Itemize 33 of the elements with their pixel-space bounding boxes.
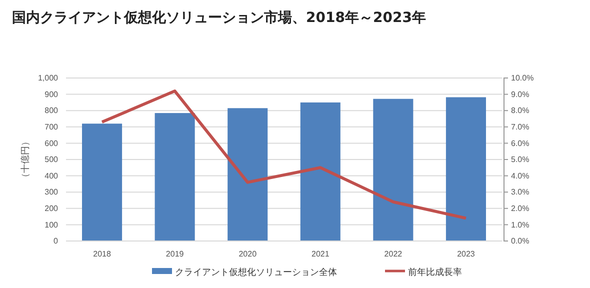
chart-title: 国内クライアント仮想化ソリューション市場、2018年～2023年 — [12, 9, 426, 26]
y-tick-label: 400 — [44, 171, 59, 180]
x-tick-label: 2022 — [384, 250, 403, 259]
y2-tick-label: 7.0% — [511, 122, 530, 132]
y2-tick-label: 5.0% — [511, 155, 530, 164]
y-tick-label: 0 — [54, 236, 59, 246]
x-tick-label: 2019 — [166, 250, 184, 259]
y2-tick-label: 2.0% — [511, 204, 530, 213]
y-tick-label: 500 — [44, 155, 59, 164]
y-tick-label: 700 — [44, 122, 59, 132]
x-tick-label: 2023 — [457, 250, 476, 259]
legend-label: 前年比成長率 — [408, 267, 462, 278]
y2-tick-label: 6.0% — [511, 138, 530, 148]
y2-tick-label: 10.0% — [511, 74, 534, 83]
x-tick-label: 2021 — [311, 250, 330, 259]
y-tick-label: 600 — [44, 138, 59, 148]
x-tick-label: 2020 — [238, 250, 258, 259]
y2-tick-label: 0.0% — [511, 236, 530, 246]
y-tick-label: 1,000 — [38, 74, 59, 83]
y2-tick-label: 9.0% — [511, 90, 530, 99]
legend-label: クライアント仮想化ソリューション全体 — [175, 267, 337, 278]
y-tick-label: 300 — [44, 188, 59, 197]
y2-tick-label: 4.0% — [511, 171, 530, 180]
line-series — [100, 90, 468, 220]
y-axis-title: （十億円） — [20, 137, 31, 182]
x-tick-label: 2018 — [93, 250, 112, 259]
y-tick-label: 200 — [44, 204, 59, 213]
y2-tick-label: 8.0% — [511, 106, 530, 116]
y2-tick-label: 1.0% — [511, 220, 530, 230]
y-tick-label: 100 — [44, 220, 59, 230]
y2-tick-label: 3.0% — [511, 188, 530, 197]
y-tick-label: 900 — [44, 90, 59, 99]
y-tick-label: 800 — [44, 106, 59, 116]
